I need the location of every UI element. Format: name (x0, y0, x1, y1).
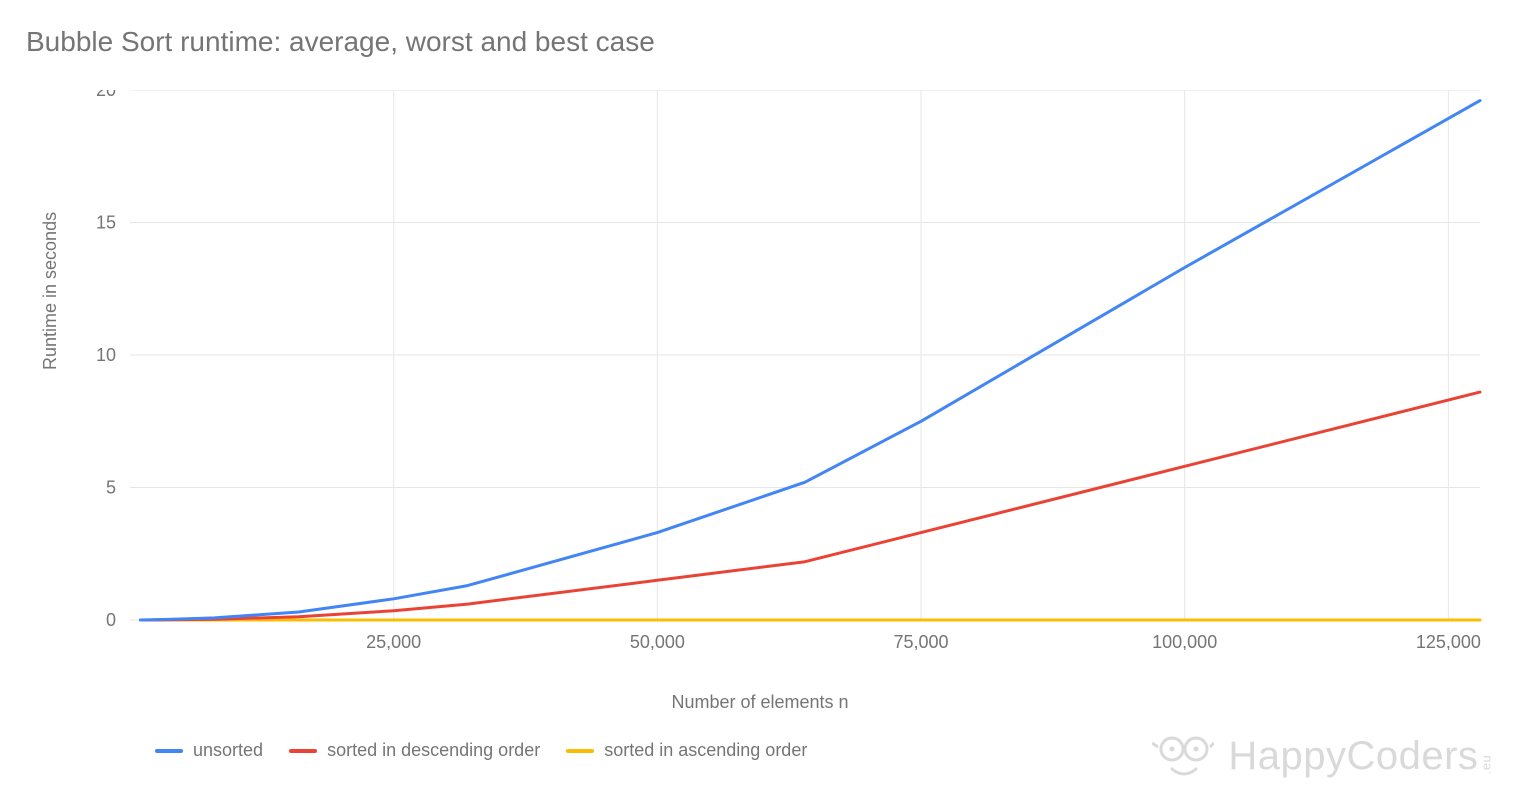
x-tick-label: 125,000 (1416, 632, 1481, 650)
legend-label: unsorted (193, 740, 263, 761)
x-tick-label: 25,000 (366, 632, 421, 650)
series-line (141, 101, 1481, 620)
x-tick-label: 75,000 (893, 632, 948, 650)
legend-swatch (155, 749, 183, 753)
watermark-logo-icon (1152, 733, 1214, 779)
y-tick-label: 5 (106, 478, 116, 498)
chart-title: Bubble Sort runtime: average, worst and … (26, 26, 655, 58)
legend: unsorted sorted in descending order sorted… (155, 740, 807, 761)
legend-label: sorted in ascending order (604, 740, 807, 761)
chart-container: Bubble Sort runtime: average, worst and … (0, 0, 1520, 797)
legend-swatch (289, 749, 317, 753)
watermark-text: HappyCoders (1228, 734, 1478, 778)
y-tick-label: 10 (96, 345, 116, 365)
x-axis-label: Number of elements n (0, 692, 1520, 713)
legend-swatch (566, 749, 594, 753)
y-tick-label: 15 (96, 213, 116, 233)
legend-item: sorted in descending order (289, 740, 540, 761)
chart-plot-wrap: 25,000 50,000 75,000 100,000 125,000 0 5 10 15 20 (60, 90, 1490, 650)
chart-svg: 25,000 50,000 75,000 100,000 125,000 0 5 10 15 20 (60, 90, 1490, 650)
x-tick-label: 50,000 (630, 632, 685, 650)
legend-item: sorted in ascending order (566, 740, 807, 761)
legend-item: unsorted (155, 740, 263, 761)
y-tick-label: 20 (96, 90, 116, 100)
series-line (141, 392, 1481, 620)
legend-label: sorted in descending order (327, 740, 540, 761)
x-tick-label: 100,000 (1152, 632, 1217, 650)
y-axis-label: Runtime in seconds (40, 212, 61, 370)
watermark: HappyCoders.eu (1152, 733, 1492, 779)
y-tick-label: 0 (106, 610, 116, 630)
watermark-suffix: .eu (1479, 754, 1494, 774)
